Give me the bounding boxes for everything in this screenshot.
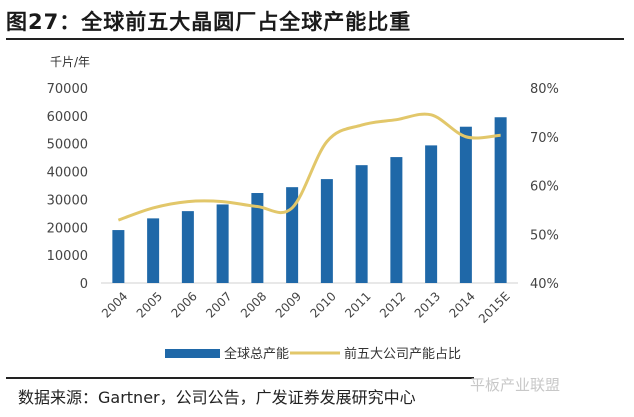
share-line <box>117 112 501 222</box>
y2-tick-label: 50% <box>530 228 559 243</box>
bar-2004 <box>112 230 125 283</box>
legend-line-label: 前五大公司产能占比 <box>344 346 461 362</box>
y-tick-label: 70000 <box>47 82 88 97</box>
chart-title: 图27：全球前五大晶圆厂占全球产能比重 <box>6 10 412 34</box>
source-divider <box>6 377 474 379</box>
bar-2005 <box>147 218 160 283</box>
x-tick-label: 2007 <box>203 289 234 320</box>
legend-bar-label: 全球总产能 <box>224 346 289 362</box>
y2-tick-label: 70% <box>530 131 559 146</box>
x-tick-label: 2014 <box>446 289 477 320</box>
y-tick-label: 10000 <box>47 249 88 264</box>
x-tick-label: 2011 <box>342 289 373 320</box>
bar-2006 <box>181 211 194 283</box>
x-tick-label: 2008 <box>238 289 269 320</box>
bar-2010 <box>320 179 333 283</box>
y-tick-label: 0 <box>80 277 88 292</box>
legend-bar-swatch <box>165 349 220 358</box>
y-axis-label: 千片/年 <box>50 55 90 69</box>
y-tick-label: 60000 <box>47 110 88 125</box>
title-divider <box>6 38 624 40</box>
x-tick-label: 2012 <box>377 289 408 320</box>
bar-2013 <box>425 145 438 283</box>
y2-tick-label: 60% <box>530 180 559 195</box>
y-tick-label: 20000 <box>47 221 88 236</box>
y2-tick-label: 40% <box>530 277 559 292</box>
bar-2008 <box>251 193 264 283</box>
x-tick-label: 2015E <box>476 289 513 326</box>
bar-2014 <box>459 126 472 283</box>
x-tick-label: 2009 <box>273 289 304 320</box>
bar-2007 <box>216 204 229 283</box>
watermark: 平板产业联盟 <box>470 376 561 394</box>
x-tick-label: 2006 <box>168 289 199 320</box>
y2-tick-label: 80% <box>530 82 559 97</box>
bar-2012 <box>390 157 403 283</box>
x-tick-label: 2004 <box>99 289 130 320</box>
source-note: 数据来源：Gartner，公司公告，广发证券发展研究中心 <box>18 388 416 407</box>
y-tick-label: 50000 <box>47 138 88 153</box>
bar-2015E <box>494 117 507 283</box>
x-tick-label: 2013 <box>412 289 443 320</box>
y-tick-label: 40000 <box>47 166 88 181</box>
x-tick-label: 2010 <box>307 289 338 320</box>
bar-2011 <box>355 165 368 283</box>
x-tick-label: 2005 <box>134 289 165 320</box>
y-tick-label: 30000 <box>47 193 88 208</box>
